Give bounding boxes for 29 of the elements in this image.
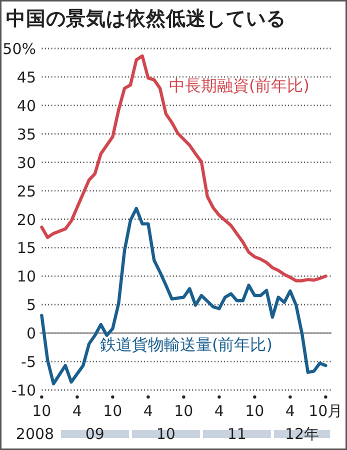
y-tick-label: 25: [16, 182, 36, 200]
y-tick-label: -10: [12, 382, 36, 400]
x-tick-label: 4: [72, 402, 82, 420]
y-tick-label: 50%: [2, 40, 36, 58]
text: 12年: [284, 425, 320, 443]
text: 11: [227, 425, 246, 443]
text: 09: [85, 425, 104, 443]
x-tick-label: 4: [214, 402, 224, 420]
y-tick-label: 15: [16, 239, 36, 258]
y-tick-label: 40: [16, 96, 36, 115]
x-tick-label: 10: [245, 402, 264, 420]
y-tick-label: 45: [16, 68, 36, 86]
y-tick-label: 5: [26, 296, 36, 314]
y-tick-label: 35: [16, 125, 36, 144]
y-tick-label: 20: [16, 210, 36, 229]
y-tick-label: -5: [21, 353, 36, 372]
series-label: 鉄道貨物輸送量(前年比): [100, 335, 272, 354]
x-tick-label: 4: [285, 402, 295, 420]
x-tick-label: 10: [103, 402, 122, 420]
series-label: 中長期融資(前年比): [169, 76, 310, 95]
title: 中国の景気は依然低迷している: [6, 7, 286, 30]
text: 10: [156, 425, 176, 443]
x-tick-label: 10: [174, 402, 194, 420]
y-tick-label: 10: [16, 268, 36, 286]
x-tick-label: 4: [143, 402, 153, 420]
x-tick-label: 10月: [308, 402, 343, 420]
text: 2008: [16, 425, 54, 443]
y-tick-label: 30: [16, 154, 36, 172]
y-tick-label: 0: [26, 324, 36, 343]
